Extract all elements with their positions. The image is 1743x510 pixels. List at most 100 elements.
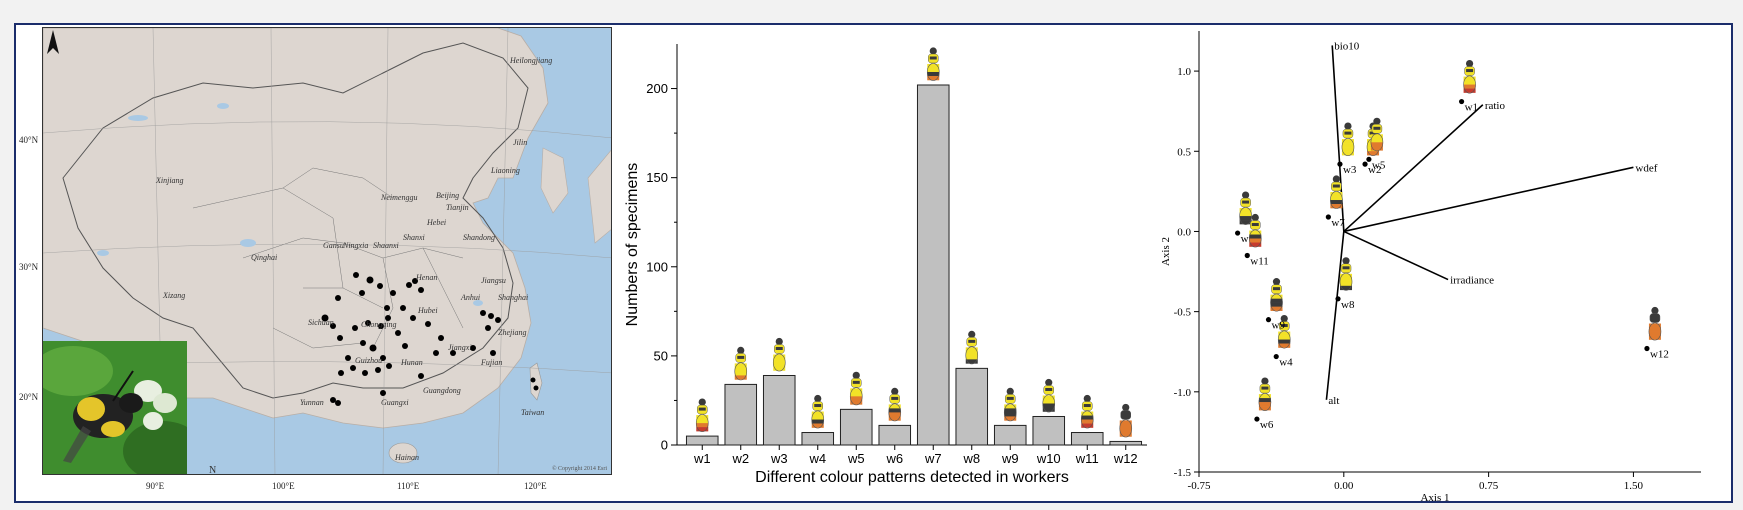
province-label: Neimenggu [381,193,418,202]
bar-w7 [916,84,950,446]
vector-irradiance [1343,230,1449,281]
point-label: w9 [1272,320,1286,332]
sample-points [321,272,501,406]
pattern-icon-w7 [1330,175,1343,209]
bar-w2 [724,383,758,446]
pattern-icon-w11 [1080,394,1094,429]
province-label: Chongqing [361,320,397,329]
pattern-icon-w8 [1339,257,1353,291]
x-tick-label: w1 [693,451,711,466]
province-label: Shandong [463,233,495,242]
point-label: w6 [1260,419,1274,431]
point-w9 [1265,317,1272,323]
point-label: w3 [1343,164,1357,176]
x-tick-label: w10 [1036,451,1061,466]
y-tick-label: 150 [646,170,668,185]
province-label: Guizhou [355,356,383,365]
province-label: Hunan [401,358,423,367]
vector-ratio [1343,104,1484,233]
bar-chart: 0 50 100 150 200 w1 w2 w3 w4 w5 w6 w7 w8 w9 w10 w11 w12 D… [624,44,1147,486]
point-w12 [1644,345,1650,352]
pattern-icon-w5 [849,371,863,406]
point-w8 [1335,296,1341,302]
bar-w10 [1032,415,1066,446]
province-label: Qinghai [251,253,278,262]
latitude-label: 30°N [19,262,39,272]
vector-wdef [1343,166,1634,233]
pattern-icon-w4 [811,394,825,429]
point-label: w11 [1250,256,1269,268]
province-label: Fujian [481,358,503,367]
province-label: Beijing [436,191,460,200]
pattern-icon-w10 [1239,191,1252,225]
province-label: Henan [416,273,438,282]
point-label: w2 [1368,164,1381,176]
vector-label: irradiance [1450,275,1494,287]
pattern-icon-w1 [695,398,709,432]
point-w1 [1458,98,1465,105]
pattern-icon-w4 [1277,314,1291,349]
north-label: N [209,465,217,475]
province-label: Shanxi [403,233,425,242]
point-label: w8 [1341,299,1355,311]
point-label: w4 [1279,357,1293,369]
pattern-icon-w6 [1258,377,1272,411]
province-label: Gansu [323,241,344,250]
x-tick-label: w4 [808,451,826,466]
longitude-label: 100°E [272,481,295,491]
point-label: w1 [1465,102,1478,114]
point-w4 [1273,353,1279,360]
y-tick-label: -1.0 [1174,387,1192,399]
pattern-icon-w11 [1248,213,1262,248]
map-svg [43,28,611,474]
pattern-icon-w7 [926,47,940,81]
x-tick-label: w6 [885,451,903,466]
point-w10 [1235,230,1241,236]
y-axis-title: Axis 2 [1160,237,1172,266]
x-tick-label: -0.75 [1188,480,1211,492]
bar-w12 [1109,440,1143,446]
latitude-label: 20°N [19,392,39,402]
y-axis-title: Numbers of specimens [624,163,641,327]
latitude-label: 40°N [19,135,39,145]
y-tick-label: 200 [646,81,668,96]
x-tick-label: w5 [847,451,865,466]
pattern-icon-w12 [1119,403,1133,438]
province-label: Heilongjiang [510,56,553,65]
province-label: Shaanxi [373,241,399,250]
y-tick-label: 50 [654,348,668,363]
y-tick-label: -0.5 [1174,307,1192,319]
pattern-icon-w1 [1463,59,1476,94]
point-label: w5 [1372,159,1386,171]
vector-alt [1325,231,1345,400]
province-label: Yunnan [300,398,324,407]
province-label: Zhejiang [498,328,527,337]
y-tick-label: 0.5 [1177,146,1191,158]
province-label: Jiangsu [481,276,506,285]
point-w6 [1254,416,1260,422]
bar-w3 [762,374,796,446]
bar-w11 [1070,432,1104,446]
point-w3 [1337,161,1343,167]
pattern-icon-w9 [1270,278,1283,312]
x-axis-title: Different colour patterns detected in wo… [755,469,1069,486]
province-label: Hainan [395,453,419,462]
point-w2 [1362,161,1368,167]
y-tick-label: 0.0 [1177,226,1191,238]
point-w5 [1366,156,1372,162]
vector-label: wdef [1635,162,1657,174]
north-arrow-icon [47,30,59,54]
y-tick-label: 1.0 [1177,66,1191,78]
vector-label: alt [1328,395,1339,407]
province-label: Jiangxi [448,343,472,352]
province-label: Hubei [418,306,438,315]
bar-w4 [801,432,835,446]
pattern-icon-w5 [1370,117,1384,152]
pattern-icon-w10 [1042,378,1056,413]
point-w11 [1244,252,1250,259]
province-label: Guangdong [423,386,461,395]
vector-label: bio10 [1334,40,1360,52]
x-tick-label: w7 [924,451,942,466]
province-label: Jilin [513,138,528,147]
distribution-map: Heilongjiang Jilin Liaoning Xinjiang Nei… [42,27,612,475]
